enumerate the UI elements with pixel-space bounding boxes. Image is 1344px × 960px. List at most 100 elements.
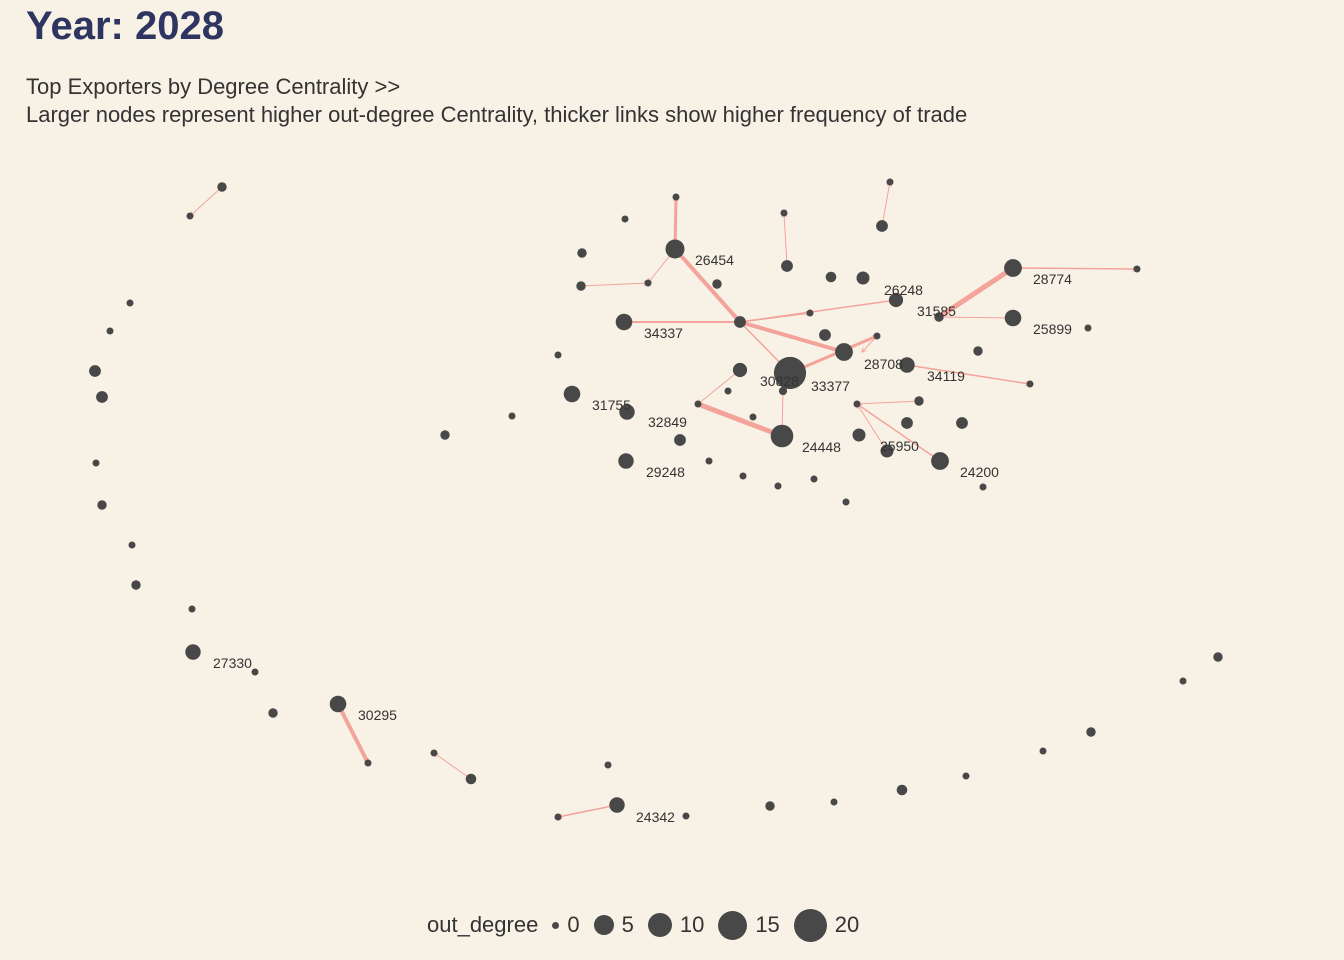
- legend-value-15: 15: [755, 912, 780, 937]
- edge-19: [857, 400, 920, 404]
- edge-24: [336, 702, 370, 765]
- node-24342: [609, 797, 625, 813]
- legend-dot-20: [793, 908, 827, 942]
- node-44: [1084, 324, 1092, 332]
- node-label-32849: 32849: [648, 414, 687, 430]
- node-26454: [665, 239, 685, 259]
- node-56: [674, 434, 686, 446]
- node-17: [604, 761, 612, 769]
- legend-item-0: 0: [552, 912, 580, 938]
- node-53: [901, 417, 913, 429]
- node-label-29248: 29248: [646, 464, 685, 480]
- legend-item-15: 15: [718, 910, 780, 940]
- node-34: [644, 279, 652, 287]
- node-label-31585: 31585: [917, 303, 956, 319]
- node-0: [217, 182, 227, 192]
- node-30828: [773, 356, 807, 390]
- node-2: [126, 299, 134, 307]
- edge-13: [1012, 268, 1138, 269]
- edge-27: [862, 335, 878, 352]
- node-label-24342: 24342: [636, 809, 675, 825]
- node-31585: [934, 312, 944, 322]
- node-24448: [770, 424, 794, 448]
- node-9: [131, 580, 141, 590]
- legend-dot-5: [593, 915, 614, 935]
- legend-value-0: 0: [567, 912, 580, 937]
- node-label-25950: 25950: [880, 438, 919, 454]
- node-34337: [615, 313, 633, 331]
- node-29248: [618, 453, 634, 469]
- node-label-31755: 31755: [592, 397, 631, 413]
- node-46: [1026, 380, 1034, 388]
- legend-item-10: 10: [647, 912, 704, 938]
- node-label-30828: 30828: [760, 373, 799, 389]
- node-47: [732, 362, 748, 378]
- node-4: [89, 365, 101, 377]
- node-28708: [835, 343, 853, 361]
- node-58: [739, 472, 747, 480]
- edge-16: [698, 369, 741, 404]
- legend-item-5: 5: [593, 912, 634, 938]
- node-13: [364, 759, 372, 767]
- node-label-26454: 26454: [695, 252, 734, 268]
- edges-layer: [190, 182, 1138, 817]
- node-28774: [1004, 259, 1022, 277]
- node-57: [705, 457, 713, 465]
- node-label-28708: 28708: [864, 356, 903, 372]
- node-54: [956, 417, 968, 429]
- node-22: [962, 772, 970, 780]
- node-1: [186, 212, 194, 220]
- chart-subtitle-line-1: Top Exporters by Degree Centrality >>: [26, 74, 401, 99]
- edge-0: [190, 186, 223, 216]
- node-31: [876, 220, 888, 232]
- node-label-24200: 24200: [960, 464, 999, 480]
- node-55: [852, 428, 866, 442]
- node-label-27330: 27330: [213, 655, 252, 671]
- node-26248: [888, 292, 904, 308]
- node-18: [682, 812, 690, 820]
- edge-14: [939, 317, 1014, 318]
- nodes-layer: [89, 178, 1223, 821]
- legend-dot-10: [647, 913, 672, 937]
- node-label-25899: 25899: [1033, 321, 1072, 337]
- node-30295: [329, 695, 347, 713]
- node-50: [749, 413, 757, 421]
- node-20: [830, 798, 838, 806]
- node-label-24448: 24448: [802, 439, 841, 455]
- node-51: [914, 396, 924, 406]
- node-label-34337: 34337: [644, 325, 683, 341]
- edge-20: [857, 404, 941, 462]
- legend-value-20: 20: [834, 912, 860, 937]
- chart-subtitle-line-2: Larger nodes represent higher out-degree…: [26, 102, 968, 127]
- legend-title: out_degree: [427, 912, 539, 937]
- node-5: [96, 391, 108, 403]
- node-37: [825, 271, 837, 283]
- edge-4: [580, 283, 648, 287]
- node-label-30295: 30295: [358, 707, 397, 723]
- node-41: [819, 329, 831, 341]
- edge-12: [936, 265, 1016, 320]
- edge-15: [906, 364, 1030, 384]
- node-25950: [880, 444, 894, 458]
- node-23: [1039, 747, 1047, 755]
- node-32: [577, 248, 587, 258]
- edge-21: [857, 404, 888, 452]
- node-40: [806, 309, 814, 317]
- node-36: [781, 260, 793, 272]
- node-30: [886, 178, 894, 186]
- node-34119: [899, 357, 915, 373]
- edge-8: [738, 322, 846, 354]
- edge-23: [881, 182, 890, 227]
- edge-22: [784, 213, 788, 267]
- node-6: [92, 459, 100, 467]
- node-27330: [185, 644, 201, 660]
- chart-title: Year: 2028: [26, 4, 224, 48]
- node-24200: [931, 452, 949, 470]
- node-32849: [619, 404, 635, 420]
- node-19: [765, 801, 775, 811]
- node-label-26248: 26248: [884, 282, 923, 298]
- labels-layer: 26454 28774 26248 31585 25899 34337 28708 34119…: [213, 252, 1072, 825]
- node-49: [724, 387, 732, 395]
- node-24: [1086, 727, 1096, 737]
